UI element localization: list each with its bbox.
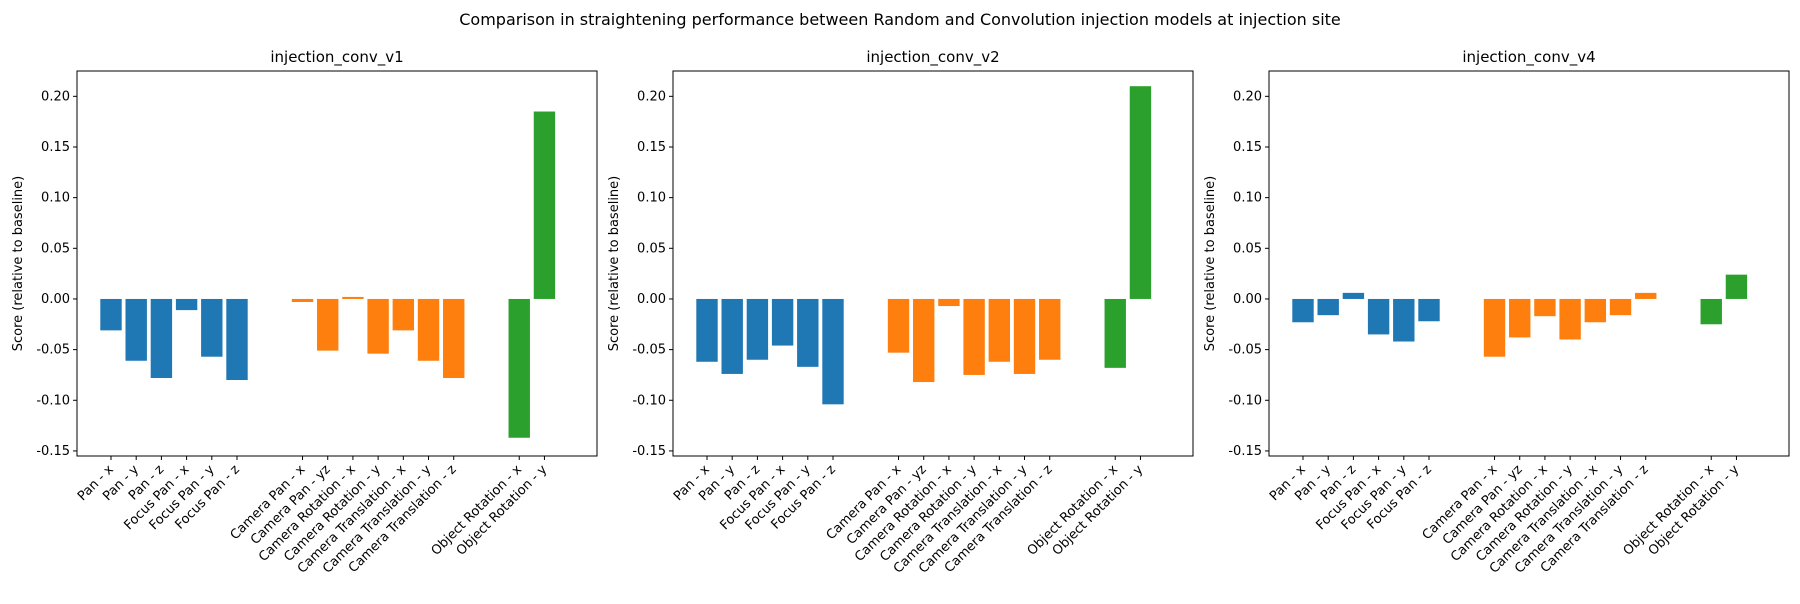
bar <box>1483 298 1506 357</box>
y-tick-label: 0.05 <box>1233 241 1262 256</box>
y-tick-label: -0.05 <box>36 343 70 358</box>
bar <box>887 298 910 353</box>
y-tick-label: 0.15 <box>1233 140 1262 155</box>
y-tick-label: -0.10 <box>36 393 70 408</box>
bar <box>443 298 465 378</box>
y-tick-label: 0.05 <box>637 241 666 256</box>
bar <box>721 298 743 374</box>
bar <box>1129 86 1152 299</box>
y-tick-label: -0.05 <box>632 343 666 358</box>
bar <box>1342 292 1365 299</box>
y-tick-label: -0.15 <box>1228 444 1262 459</box>
y-tick-label: 0.10 <box>1233 191 1262 206</box>
bar <box>392 298 415 331</box>
y-axis-label: Score (relative to baseline) <box>11 176 26 352</box>
bar <box>1725 274 1748 299</box>
y-tick-label: 0.10 <box>41 191 70 206</box>
bar <box>696 298 718 362</box>
bar <box>938 298 960 307</box>
chart-title: injection_conv_v1 <box>270 48 403 67</box>
bar <box>150 298 173 378</box>
bar <box>1700 298 1722 325</box>
bar <box>1559 298 1581 340</box>
axes-frame <box>672 70 1194 457</box>
bar <box>533 111 556 299</box>
y-tick-label: 0.00 <box>637 292 666 307</box>
bar <box>1509 298 1531 338</box>
bar <box>100 298 122 331</box>
bar <box>1104 298 1126 368</box>
axes-frame <box>1268 70 1790 457</box>
bar <box>367 298 389 354</box>
bar <box>508 298 530 438</box>
bar <box>1317 298 1339 316</box>
bar <box>746 298 769 360</box>
y-tick-label: -0.10 <box>632 393 666 408</box>
y-tick-label: 0.00 <box>41 292 70 307</box>
bar <box>175 298 198 311</box>
chart-title: injection_conv_v4 <box>1462 48 1595 67</box>
bar <box>1584 298 1607 323</box>
axes-frame <box>76 70 598 457</box>
chart-title: injection_conv_v2 <box>866 48 999 67</box>
bar <box>291 298 314 302</box>
bar <box>1013 298 1036 374</box>
y-axis-label: Score (relative to baseline) <box>607 176 622 352</box>
bar <box>226 298 248 381</box>
bar <box>1635 292 1657 299</box>
y-tick-label: 0.15 <box>41 140 70 155</box>
bar <box>1418 298 1440 322</box>
bar <box>1039 298 1061 360</box>
y-tick-label: 0.05 <box>41 241 70 256</box>
y-tick-label: -0.15 <box>632 444 666 459</box>
bar <box>1367 298 1390 335</box>
figure-title: Comparison in straightening performance … <box>459 10 1341 29</box>
y-tick-label: 0.20 <box>637 89 666 104</box>
y-tick-label: -0.15 <box>36 444 70 459</box>
y-tick-label: 0.20 <box>1233 89 1262 104</box>
y-tick-label: 0.15 <box>637 140 666 155</box>
y-tick-label: -0.05 <box>1228 343 1262 358</box>
bar <box>988 298 1011 362</box>
bar <box>417 298 440 361</box>
bar <box>1393 298 1415 342</box>
y-tick-label: 0.00 <box>1233 292 1262 307</box>
bar <box>963 298 985 375</box>
bar <box>1292 298 1314 323</box>
bar <box>771 298 794 346</box>
bar <box>797 298 819 367</box>
y-tick-label: 0.20 <box>41 89 70 104</box>
bar <box>1609 298 1632 316</box>
bar <box>1534 298 1556 317</box>
bar <box>125 298 147 361</box>
bar <box>201 298 223 357</box>
bar <box>342 296 364 299</box>
y-tick-label: -0.10 <box>1228 393 1262 408</box>
y-axis-label: Score (relative to baseline) <box>1203 176 1218 352</box>
y-tick-label: 0.10 <box>637 191 666 206</box>
bar <box>913 298 935 383</box>
bar <box>317 298 339 351</box>
bar <box>822 298 844 405</box>
